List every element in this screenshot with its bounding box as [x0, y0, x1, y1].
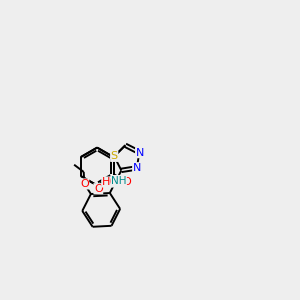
Text: NH: NH — [111, 176, 126, 185]
Text: N: N — [136, 148, 144, 158]
Text: O: O — [123, 177, 131, 187]
Text: N: N — [133, 163, 141, 173]
Text: HO: HO — [102, 177, 119, 187]
Text: O: O — [80, 179, 89, 189]
Text: O: O — [94, 184, 103, 194]
Text: S: S — [111, 152, 118, 161]
